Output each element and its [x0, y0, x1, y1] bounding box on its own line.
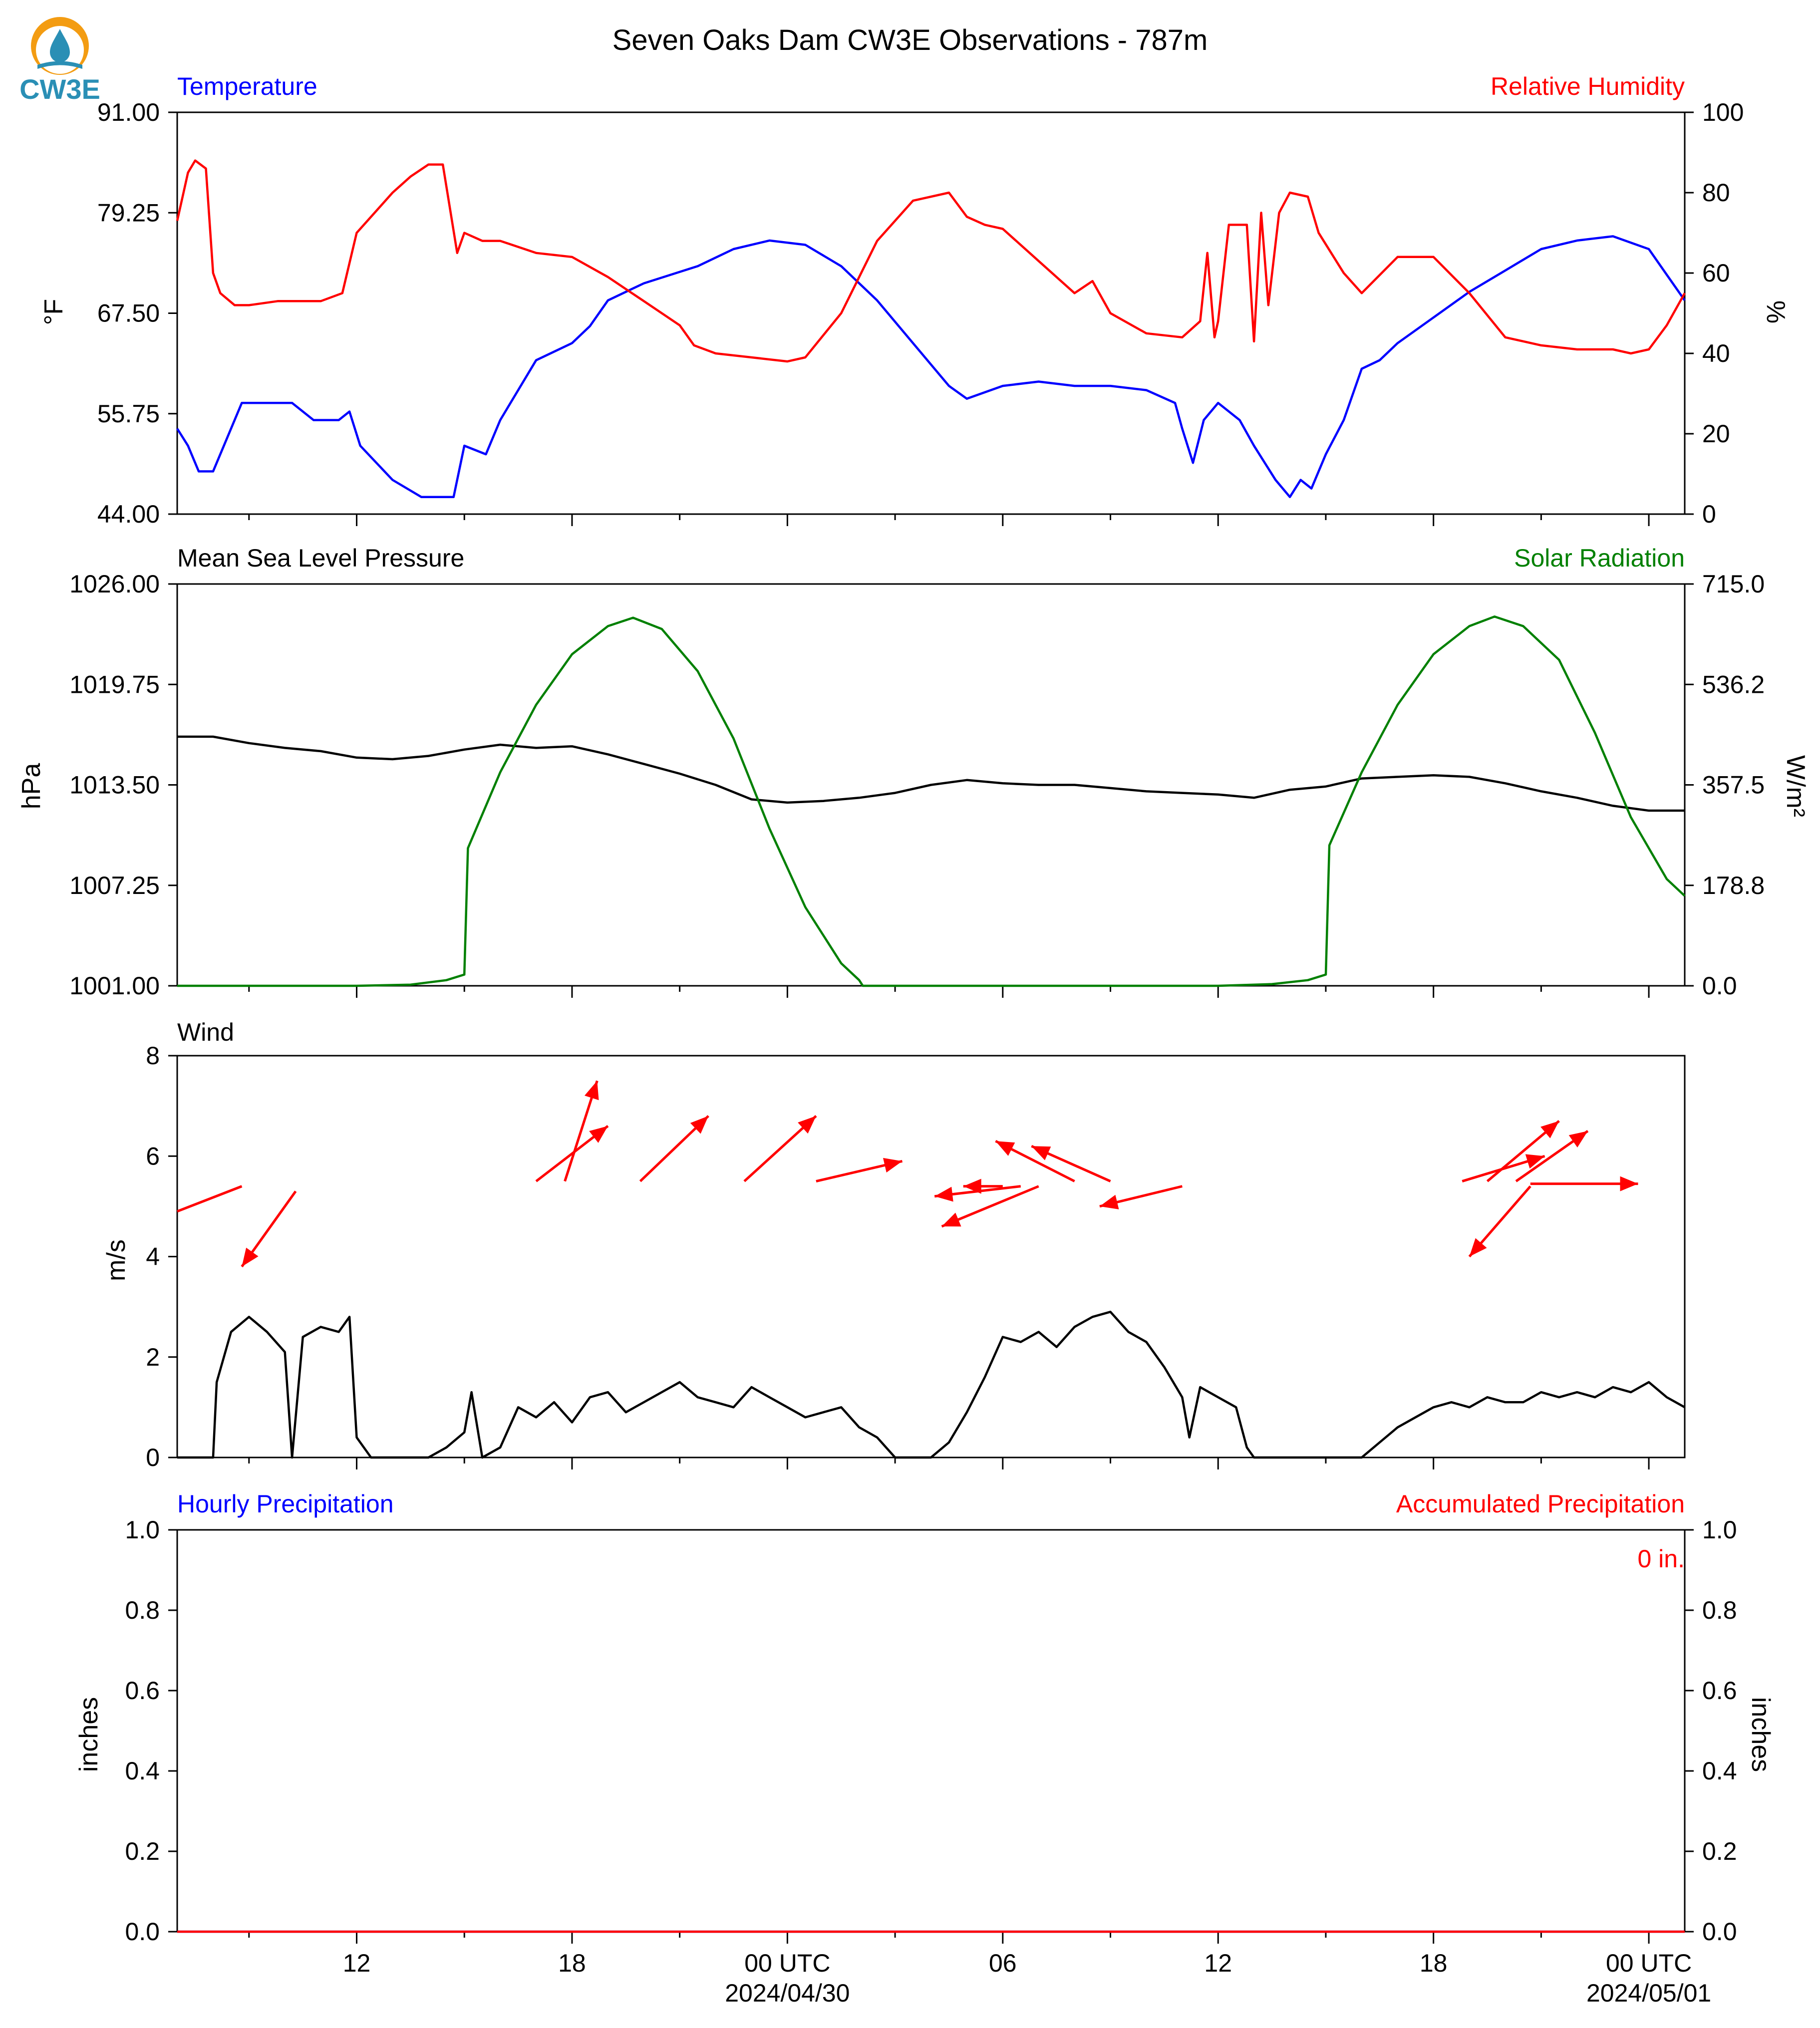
wind-vector-head: [584, 1081, 599, 1101]
x-tick-label: 00 UTC: [1606, 1949, 1692, 1977]
humidity-axis-label: %: [1761, 300, 1790, 323]
x-tick-label: 06: [989, 1949, 1017, 1977]
logo-drop-icon: [50, 29, 70, 62]
x-date-label: 2024/05/01: [1586, 1979, 1711, 2007]
hourly-precipitation-axis-label: inches: [74, 1697, 103, 1772]
wind-speed-line: [177, 1310, 1686, 1459]
wind-left-tick-label: 4: [146, 1243, 160, 1271]
pressure-solar-left-tick-label: 1019.75: [69, 670, 160, 698]
temperature-axis-label: °F: [39, 299, 68, 325]
wind-vector-shaft: [177, 1185, 243, 1213]
wind-left-tick-label: 6: [146, 1142, 160, 1170]
wind-vector-head: [995, 1141, 1015, 1156]
wind-vector-head: [883, 1158, 903, 1173]
wind-vector-head: [941, 1212, 961, 1227]
temperature-humidity-right-tick-label: 60: [1702, 259, 1730, 287]
accumulated-total-label: 0 in.: [1637, 1545, 1685, 1573]
wind-left-tick-label: 2: [146, 1343, 160, 1371]
x-tick-label: 12: [1204, 1949, 1232, 1977]
precipitation-left-tick-label: 0.2: [125, 1837, 160, 1865]
temperature-humidity-left-tick-label: 44.00: [97, 500, 160, 528]
wind-vector-head: [1568, 1131, 1588, 1148]
logo-wave-icon: [37, 61, 82, 69]
precipitation-right-tick-label: 0.2: [1702, 1837, 1737, 1865]
wind-title: Wind: [177, 1018, 234, 1046]
wind-panel: Wind m/s: [102, 1018, 234, 1281]
pressure-solar-panel: Mean Sea Level Pressure Solar Radiation …: [17, 544, 1810, 817]
precipitation-panel: Hourly Precipitation Accumulated Precipi…: [74, 1490, 1775, 1772]
solar-title: Solar Radiation: [1514, 544, 1685, 572]
pressure-solar-right-tick-label: 536.2: [1702, 670, 1765, 698]
wind-left-tick-label: 0: [146, 1444, 160, 1471]
wind-vector-head: [934, 1186, 953, 1202]
precipitation-right-tick-label: 0.6: [1702, 1677, 1737, 1705]
temperature-humidity-left-tick-label: 91.00: [97, 98, 160, 126]
pressure-solar-left-tick-label: 1007.25: [69, 871, 160, 899]
temperature-humidity-right-tick-label: 80: [1702, 179, 1730, 207]
temperature-humidity-panel: Temperature Relative Humidity °F %: [39, 72, 1790, 325]
wind-plot-frame: [176, 1055, 1686, 1458]
precipitation-plot-frame: [176, 1529, 1686, 1933]
wind-vector-head: [798, 1116, 816, 1134]
logo-text: CW3E: [20, 73, 100, 105]
x-tick-label: 18: [1420, 1949, 1448, 1977]
mean-sea-level-pressure-line: [177, 735, 1685, 812]
hourly-precipitation-title: Hourly Precipitation: [177, 1490, 394, 1518]
precipitation-left-tick-label: 0.0: [125, 1918, 160, 1946]
pressure-title: Mean Sea Level Pressure: [177, 544, 464, 572]
temperature-humidity-left-tick-label: 55.75: [97, 400, 160, 428]
pressure-solar-right-tick-label: 0.0: [1702, 972, 1737, 1000]
wind-axis-label: m/s: [102, 1239, 131, 1281]
figure-title: Seven Oaks Dam CW3E Observations - 787m: [612, 24, 1208, 56]
pressure-solar-left-tick-label: 1001.00: [69, 972, 160, 1000]
temperature-line: [176, 235, 1686, 498]
pressure-solar-left-tick-label: 1013.50: [69, 771, 160, 799]
solar-axis-label: W/m²: [1781, 755, 1810, 817]
wind-vector-head: [1540, 1121, 1559, 1139]
pressure-solar-left-tick-label: 1026.00: [69, 570, 160, 598]
wind-vector-head: [1099, 1194, 1119, 1209]
pressure-solar-right-tick-label: 178.8: [1702, 871, 1765, 899]
temperature-title: Temperature: [177, 72, 317, 100]
temperature-humidity-left-tick-label: 67.50: [97, 299, 160, 327]
precipitation-left-tick-label: 0.4: [125, 1757, 160, 1785]
temperature-humidity-plot-frame: [176, 111, 1686, 515]
temperature-humidity-left-tick-label: 79.25: [97, 199, 160, 227]
precipitation-right-tick-label: 0.0: [1702, 1918, 1737, 1946]
precipitation-left-tick-label: 0.8: [125, 1596, 160, 1624]
precipitation-right-tick-label: 0.8: [1702, 1596, 1737, 1624]
wind-vector-head: [690, 1116, 709, 1134]
wind-vector-head: [1525, 1154, 1545, 1169]
accumulated-precipitation-title: Accumulated Precipitation: [1396, 1490, 1685, 1518]
wind-vector-head: [589, 1126, 608, 1143]
x-tick-label: 00 UTC: [744, 1949, 830, 1977]
accumulated-precipitation-axis-label: inches: [1746, 1697, 1775, 1772]
x-date-label: 2024/04/30: [725, 1979, 850, 2007]
cw3e-logo: CW3E: [20, 17, 100, 105]
x-tick-label: 18: [558, 1949, 586, 1977]
wind-vector-head: [242, 1247, 259, 1267]
pressure-axis-label: hPa: [17, 763, 46, 810]
relative-humidity-line: [176, 159, 1686, 363]
wind-vector-head: [963, 1178, 981, 1194]
wind-vector-head: [1031, 1146, 1051, 1160]
chart-marks: 44.0055.7567.5079.2591.00020406080100100…: [69, 98, 1765, 2007]
wind-vector-head: [1469, 1238, 1487, 1257]
wind-left-tick-label: 8: [146, 1042, 160, 1070]
temperature-humidity-right-tick-label: 40: [1702, 339, 1730, 367]
wind-vector-head: [1620, 1176, 1638, 1191]
x-tick-label: 12: [343, 1949, 371, 1977]
solar-radiation-line: [177, 615, 1686, 987]
precipitation-left-tick-label: 0.6: [125, 1677, 160, 1705]
humidity-title: Relative Humidity: [1491, 72, 1685, 100]
precipitation-right-tick-label: 1.0: [1702, 1516, 1737, 1544]
precipitation-right-tick-label: 0.4: [1702, 1757, 1737, 1785]
temperature-humidity-right-tick-label: 20: [1702, 420, 1730, 448]
precipitation-left-tick-label: 1.0: [125, 1516, 160, 1544]
pressure-solar-right-tick-label: 715.0: [1702, 570, 1765, 598]
temperature-humidity-right-tick-label: 100: [1702, 98, 1744, 126]
pressure-solar-right-tick-label: 357.5: [1702, 771, 1765, 799]
temperature-humidity-right-tick-label: 0: [1702, 500, 1716, 528]
